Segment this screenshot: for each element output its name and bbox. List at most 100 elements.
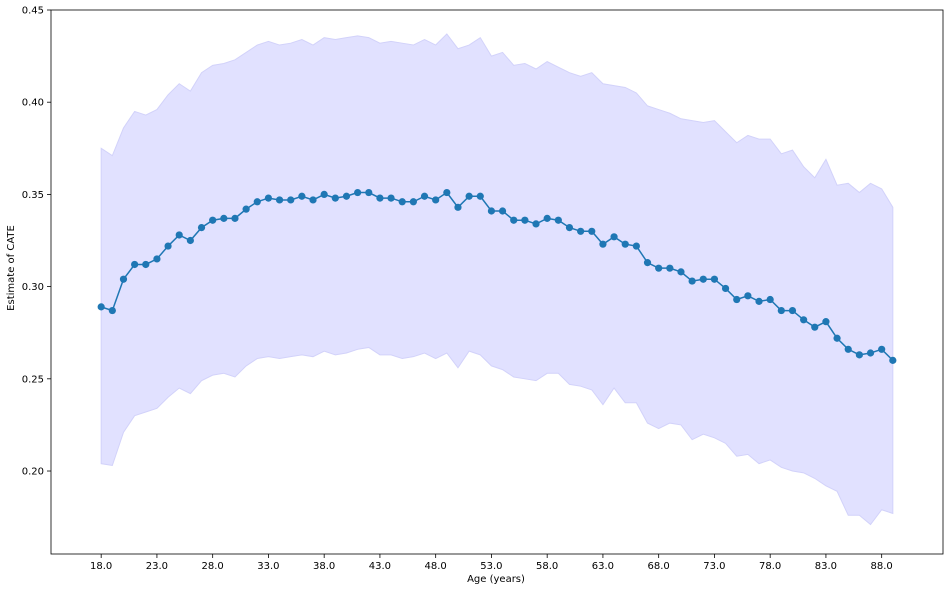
x-axis-label: Age (years) [467, 574, 525, 585]
x-tick-label: 78.0 [759, 561, 781, 572]
data-point [320, 190, 328, 199]
x-tick-label: 48.0 [425, 561, 447, 572]
data-point [376, 194, 384, 202]
data-point [365, 188, 373, 197]
y-tick-label: 0.25 [22, 374, 44, 385]
data-point [231, 214, 239, 222]
data-point [822, 318, 830, 326]
y-tick-label: 0.45 [22, 6, 44, 17]
data-point [844, 345, 852, 353]
data-point [443, 188, 451, 197]
y-tick-label: 0.40 [22, 98, 44, 109]
x-tick-label: 23.0 [146, 561, 168, 572]
data-point [710, 275, 719, 283]
data-point [521, 216, 529, 224]
data-point [677, 268, 685, 276]
x-tick-label: 38.0 [313, 561, 335, 572]
data-point [577, 227, 585, 235]
data-point [309, 196, 317, 204]
data-point [788, 306, 797, 315]
data-point [878, 345, 886, 353]
x-tick-label: 53.0 [480, 561, 502, 572]
y-axis-label: Estimate of CATE [6, 225, 17, 311]
data-point [699, 275, 707, 283]
data-point [666, 264, 674, 272]
data-point [209, 216, 217, 224]
x-tick-label: 83.0 [815, 561, 837, 572]
y-tick-label: 0.30 [22, 282, 44, 293]
data-point [833, 334, 841, 342]
x-axis: 18.0 23.0 28.0 33.0 38.0 43.0 48.0 53.0 58.0 63.0… [90, 554, 893, 572]
data-point [755, 297, 763, 305]
data-point [487, 207, 496, 215]
plot-area [50, 9, 944, 555]
data-point [498, 207, 507, 215]
data-point [766, 295, 774, 304]
data-point [253, 198, 261, 206]
data-point [432, 196, 440, 204]
data-point [565, 224, 574, 232]
data-point [287, 196, 295, 204]
data-point [554, 216, 562, 224]
data-point [142, 260, 150, 269]
y-tick-label: 0.20 [22, 467, 44, 478]
data-point [409, 198, 417, 206]
data-point [721, 284, 730, 293]
x-tick-label: 33.0 [257, 561, 279, 572]
data-point [153, 255, 161, 263]
x-tick-label: 28.0 [202, 561, 224, 572]
data-point [855, 351, 863, 359]
data-point [175, 231, 183, 239]
data-point [510, 216, 518, 224]
plot-frame [50, 9, 944, 555]
data-point [543, 214, 551, 222]
data-point [866, 349, 875, 357]
data-point [119, 275, 128, 283]
data-point [889, 356, 897, 364]
data-point [632, 242, 640, 250]
x-tick-label: 68.0 [648, 561, 670, 572]
x-tick-label: 43.0 [369, 561, 391, 572]
data-point [342, 192, 351, 200]
confidence-band [100, 33, 894, 526]
data-point [643, 259, 652, 267]
data-point [744, 292, 752, 300]
data-point [387, 194, 395, 202]
data-point [777, 306, 785, 315]
data-point [532, 220, 540, 228]
data-point [298, 192, 306, 200]
data-point [131, 260, 139, 269]
data-point [197, 224, 206, 232]
data-point [186, 236, 194, 245]
data-point [588, 227, 596, 235]
data-point [599, 240, 607, 248]
data-point [331, 194, 339, 202]
data-point [733, 295, 741, 304]
x-tick-label: 73.0 [703, 561, 725, 572]
data-point [108, 306, 116, 315]
x-tick-label: 18.0 [90, 561, 112, 572]
data-point [621, 240, 629, 248]
data-point [655, 264, 663, 272]
data-point [610, 233, 618, 241]
y-tick-label: 0.35 [22, 190, 44, 201]
x-tick-label: 63.0 [592, 561, 614, 572]
data-point [476, 192, 484, 200]
data-point [164, 242, 172, 250]
data-point [275, 196, 284, 204]
data-point [220, 214, 228, 222]
data-point [354, 188, 362, 197]
data-point [465, 192, 473, 200]
data-point [264, 194, 273, 202]
data-point [688, 277, 696, 285]
y-axis: 0.20 0.25 0.30 0.35 0.40 0.45 [22, 6, 51, 478]
x-tick-label: 88.0 [871, 561, 893, 572]
data-point [800, 316, 808, 324]
data-point [398, 198, 406, 206]
data-point [811, 323, 819, 331]
data-point [97, 303, 105, 311]
x-tick-label: 58.0 [536, 561, 558, 572]
data-point [454, 203, 462, 211]
data-point [420, 192, 429, 200]
